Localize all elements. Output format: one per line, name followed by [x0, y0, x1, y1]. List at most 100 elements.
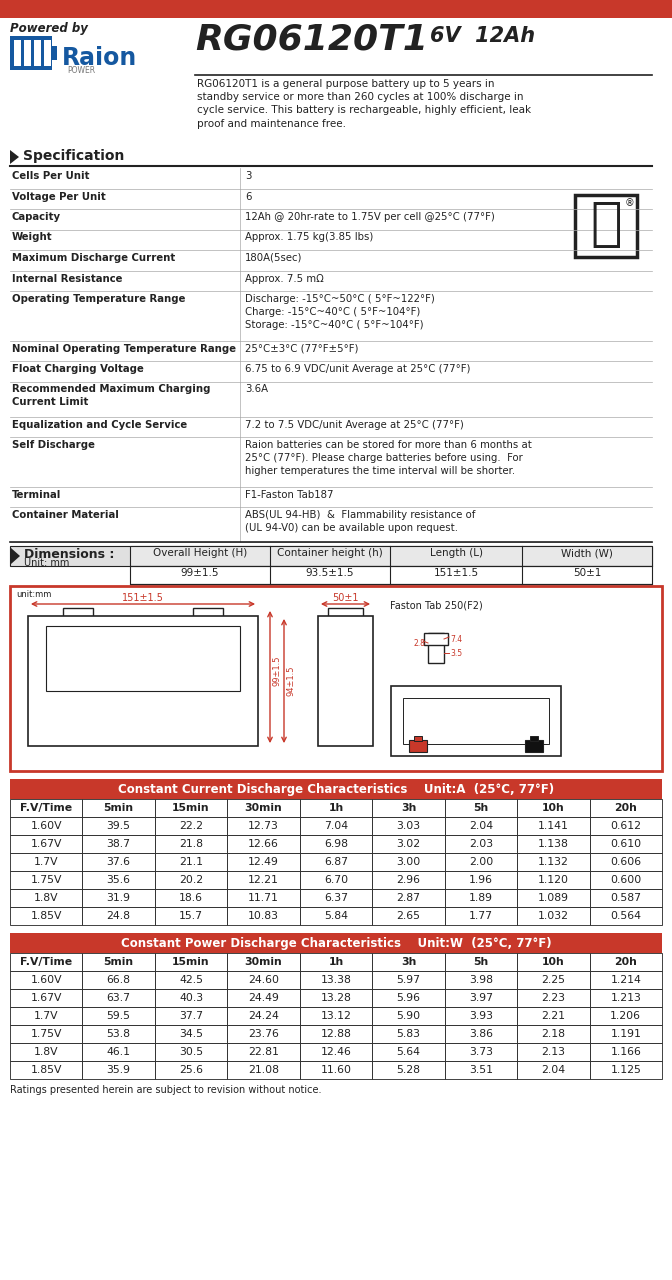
Text: 2.87: 2.87	[396, 893, 421, 902]
Bar	[155, 890, 227, 908]
Bar	[372, 817, 445, 835]
Bar	[83, 835, 155, 852]
Bar	[517, 799, 589, 817]
Text: 3.51: 3.51	[469, 1065, 493, 1075]
Text: 99±1.5: 99±1.5	[273, 655, 282, 686]
Text: 1.8V: 1.8V	[34, 1047, 58, 1057]
Text: 1.75V: 1.75V	[30, 1029, 62, 1039]
Text: RG06120T1 is a general purpose battery up to 5 years in
standby service or more : RG06120T1 is a general purpose battery u…	[197, 79, 531, 128]
Bar	[589, 1007, 662, 1025]
Text: 2.00: 2.00	[469, 858, 493, 867]
Text: 24.49: 24.49	[248, 993, 279, 1004]
Text: 5.97: 5.97	[396, 975, 421, 986]
Text: 22.81: 22.81	[248, 1047, 279, 1057]
Text: 0.610: 0.610	[610, 838, 641, 849]
Text: 3.5: 3.5	[450, 649, 462, 658]
Text: 37.7: 37.7	[179, 1011, 203, 1021]
Bar	[83, 799, 155, 817]
Text: 7.4: 7.4	[450, 635, 462, 644]
Text: 12.88: 12.88	[321, 1029, 351, 1039]
Text: 1.213: 1.213	[610, 993, 641, 1004]
Bar	[10, 972, 83, 989]
Bar	[517, 1061, 589, 1079]
Text: 11.60: 11.60	[321, 1065, 351, 1075]
Bar	[403, 698, 549, 744]
Text: Dimensions :: Dimensions :	[24, 548, 114, 561]
Text: 10h: 10h	[542, 803, 564, 813]
Text: 0.587: 0.587	[610, 893, 641, 902]
Text: 1.60V: 1.60V	[30, 820, 62, 831]
Text: 5.64: 5.64	[396, 1047, 421, 1057]
Text: 12.46: 12.46	[321, 1047, 351, 1057]
Bar	[83, 1025, 155, 1043]
Bar	[28, 616, 258, 746]
Text: 15min: 15min	[172, 957, 210, 966]
Bar	[227, 954, 300, 972]
Text: 24.24: 24.24	[248, 1011, 279, 1021]
Bar	[517, 1007, 589, 1025]
Bar	[227, 852, 300, 870]
Bar	[83, 908, 155, 925]
Text: 6: 6	[245, 192, 251, 201]
Bar	[445, 852, 517, 870]
Text: Powered by: Powered by	[10, 22, 88, 35]
Bar	[10, 835, 83, 852]
Text: Operating Temperature Range: Operating Temperature Range	[12, 294, 185, 303]
Bar	[589, 1025, 662, 1043]
Text: 5.83: 5.83	[396, 1029, 421, 1039]
Bar	[445, 890, 517, 908]
Bar	[34, 40, 41, 67]
Text: 5.84: 5.84	[324, 911, 348, 922]
Bar	[445, 817, 517, 835]
Bar	[44, 40, 51, 67]
Bar	[589, 890, 662, 908]
Bar	[10, 547, 652, 566]
Text: 24.8: 24.8	[107, 911, 130, 922]
Text: 50±1: 50±1	[332, 593, 359, 603]
Bar	[517, 817, 589, 835]
Polygon shape	[10, 150, 19, 164]
Bar	[445, 972, 517, 989]
Text: 1.67V: 1.67V	[30, 838, 62, 849]
Text: 180A(5sec): 180A(5sec)	[245, 253, 302, 262]
Text: 94±1.5: 94±1.5	[287, 666, 296, 696]
Text: Capacity: Capacity	[12, 212, 61, 221]
Bar	[428, 634, 444, 663]
Bar	[372, 1025, 445, 1043]
Bar	[130, 566, 652, 584]
Bar	[10, 908, 83, 925]
Text: Equalization and Cycle Service: Equalization and Cycle Service	[12, 420, 187, 430]
Bar	[300, 1025, 372, 1043]
Text: 12Ah @ 20hr-rate to 1.75V per cell @25°C (77°F): 12Ah @ 20hr-rate to 1.75V per cell @25°C…	[245, 212, 495, 221]
Text: Overall Height (H): Overall Height (H)	[153, 548, 247, 558]
Text: 1.125: 1.125	[610, 1065, 641, 1075]
Text: Constant Power Discharge Characteristics    Unit:W  (25°C, 77°F): Constant Power Discharge Characteristics…	[121, 937, 551, 950]
Text: Ratings presented herein are subject to revision without notice.: Ratings presented herein are subject to …	[10, 1085, 321, 1094]
Bar	[424, 634, 448, 645]
Text: 5min: 5min	[103, 803, 134, 813]
Bar	[589, 817, 662, 835]
Text: 1.75V: 1.75V	[30, 876, 62, 884]
Bar	[52, 46, 57, 60]
Text: 1h: 1h	[329, 957, 343, 966]
Text: 3.02: 3.02	[396, 838, 421, 849]
Text: Container height (h): Container height (h)	[277, 548, 383, 558]
Bar	[300, 870, 372, 890]
Text: 1.166: 1.166	[610, 1047, 641, 1057]
Text: 46.1: 46.1	[107, 1047, 130, 1057]
Text: 6.75 to 6.9 VDC/unit Average at 25°C (77°F): 6.75 to 6.9 VDC/unit Average at 25°C (77…	[245, 364, 470, 374]
Text: 1.7V: 1.7V	[34, 858, 58, 867]
Bar	[227, 1061, 300, 1079]
Bar	[155, 1007, 227, 1025]
Text: 30.5: 30.5	[179, 1047, 203, 1057]
Text: 2.21: 2.21	[542, 1011, 565, 1021]
Text: Weight: Weight	[12, 233, 52, 242]
Text: 3: 3	[245, 172, 251, 180]
Text: 3.93: 3.93	[469, 1011, 493, 1021]
Bar	[227, 908, 300, 925]
Text: 1.089: 1.089	[538, 893, 569, 902]
Bar	[10, 890, 83, 908]
Bar	[575, 195, 637, 257]
Bar	[517, 1043, 589, 1061]
Text: ®: ®	[625, 198, 635, 207]
